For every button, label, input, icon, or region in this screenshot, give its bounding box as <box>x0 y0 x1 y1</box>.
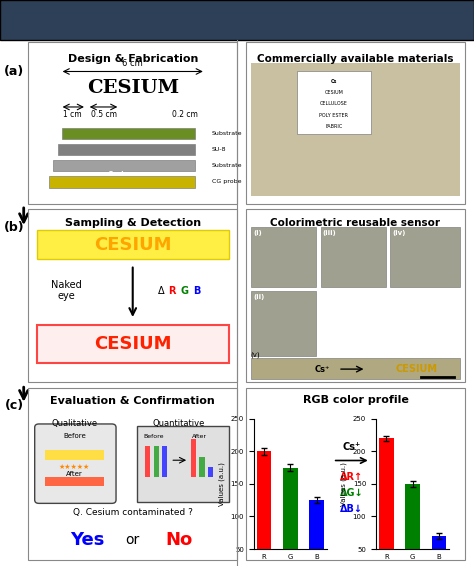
Text: Cs: Cs <box>330 79 337 84</box>
Text: ★★★★★: ★★★★★ <box>59 464 90 470</box>
Text: CESIUM: CESIUM <box>94 236 172 254</box>
Bar <box>200 457 205 478</box>
Text: CESIUM: CESIUM <box>87 79 179 97</box>
Text: Substrate: Substrate <box>212 164 243 168</box>
Text: Evaluation & Confirmation: Evaluation & Confirmation <box>50 396 215 406</box>
Text: 0.2 cm: 0.2 cm <box>172 110 198 119</box>
Text: Naked
eye: Naked eye <box>51 280 82 301</box>
Text: 0.5 cm: 0.5 cm <box>91 110 117 119</box>
Text: Concept: Concept <box>102 14 173 29</box>
Text: Δ: Δ <box>158 286 164 295</box>
FancyBboxPatch shape <box>49 177 195 187</box>
Bar <box>257 452 271 566</box>
Y-axis label: Values (a.u.): Values (a.u.) <box>341 462 347 506</box>
Bar <box>154 447 159 478</box>
Bar <box>45 478 103 486</box>
Text: Design & Fabrication: Design & Fabrication <box>67 54 198 64</box>
Text: Before: Before <box>63 433 86 439</box>
Text: Commercially available materials: Commercially available materials <box>257 54 454 64</box>
Text: (a): (a) <box>4 65 24 78</box>
Bar <box>251 290 316 356</box>
Text: RGB color profile: RGB color profile <box>302 395 409 405</box>
Text: No: No <box>165 530 192 548</box>
FancyBboxPatch shape <box>37 230 228 259</box>
FancyBboxPatch shape <box>58 144 195 155</box>
FancyBboxPatch shape <box>54 160 195 171</box>
Bar <box>391 226 460 287</box>
Text: ΔG↓: ΔG↓ <box>340 488 364 498</box>
Text: (iv): (iv) <box>392 230 406 236</box>
Bar <box>45 450 103 460</box>
Bar <box>432 536 446 566</box>
Bar <box>162 447 167 478</box>
Text: ΔB↓: ΔB↓ <box>340 504 363 514</box>
Text: (i): (i) <box>253 230 262 236</box>
Text: Sampling & Detection: Sampling & Detection <box>64 218 201 228</box>
Bar <box>320 226 386 287</box>
Text: R: R <box>168 286 176 295</box>
Text: Cs⁺: Cs⁺ <box>343 443 361 452</box>
Text: G: G <box>181 286 189 295</box>
FancyBboxPatch shape <box>297 71 371 134</box>
Text: Before: Before <box>143 434 164 439</box>
Bar <box>251 63 460 196</box>
FancyBboxPatch shape <box>35 424 116 503</box>
Text: SU-8: SU-8 <box>212 147 227 152</box>
Text: (b): (b) <box>4 221 25 234</box>
Text: (iii): (iii) <box>323 230 337 236</box>
Text: FABRIC: FABRIC <box>325 124 342 129</box>
Bar <box>251 226 316 287</box>
Bar <box>251 358 460 379</box>
Text: Colorimetric reusable sensor: Colorimetric reusable sensor <box>271 218 440 228</box>
Bar <box>310 500 324 566</box>
FancyBboxPatch shape <box>137 426 228 501</box>
Text: Proof-of-concept: Proof-of-concept <box>289 14 432 29</box>
Text: B: B <box>193 286 201 295</box>
Bar <box>145 447 150 478</box>
FancyBboxPatch shape <box>37 325 228 363</box>
Bar <box>208 467 213 478</box>
Text: CG probe: CG probe <box>212 179 241 185</box>
FancyBboxPatch shape <box>62 128 195 139</box>
Text: Q. Cesium contaminated ?: Q. Cesium contaminated ? <box>73 508 192 517</box>
Bar <box>191 440 196 478</box>
Text: Quantitative: Quantitative <box>153 419 205 428</box>
Text: (ii): (ii) <box>253 294 264 300</box>
Text: Cesium: Cesium <box>108 171 137 177</box>
Text: Cs⁺: Cs⁺ <box>315 365 330 374</box>
Text: Qualitative: Qualitative <box>51 419 97 428</box>
Text: POLY ESTER: POLY ESTER <box>319 113 348 118</box>
Text: CESIUM: CESIUM <box>395 364 438 374</box>
Text: CELLULOSE: CELLULOSE <box>320 101 347 106</box>
Text: ΔR↑: ΔR↑ <box>340 473 363 482</box>
Text: CESIUM: CESIUM <box>324 90 343 95</box>
Text: CESIUM: CESIUM <box>94 335 172 353</box>
Text: After: After <box>66 471 82 477</box>
Bar <box>283 468 298 566</box>
Bar <box>405 484 420 566</box>
Text: 1 cm: 1 cm <box>63 110 82 119</box>
Text: Yes: Yes <box>70 530 104 548</box>
Text: (v): (v) <box>251 351 261 358</box>
Text: Substrate: Substrate <box>212 131 243 136</box>
Text: or: or <box>126 533 140 547</box>
Text: 6 cm: 6 cm <box>122 59 143 68</box>
Y-axis label: Values (a.u.): Values (a.u.) <box>219 462 225 506</box>
Text: After: After <box>192 434 207 439</box>
Bar <box>379 438 393 566</box>
Text: (c): (c) <box>5 399 24 412</box>
